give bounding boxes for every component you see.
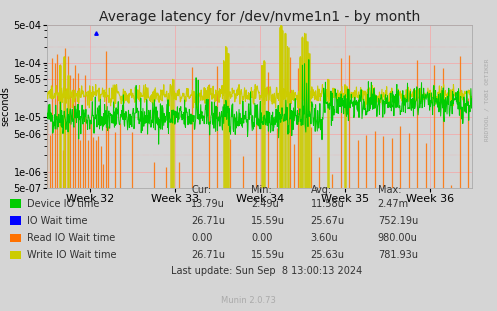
Text: 26.71u: 26.71u — [191, 216, 225, 226]
Text: 25.63u: 25.63u — [311, 250, 344, 260]
Text: 0.00: 0.00 — [251, 233, 272, 243]
Text: 11.58u: 11.58u — [311, 199, 344, 209]
Text: Munin 2.0.73: Munin 2.0.73 — [221, 296, 276, 305]
Text: Cur:: Cur: — [191, 185, 211, 195]
Text: 15.59u: 15.59u — [251, 216, 285, 226]
Text: 752.19u: 752.19u — [378, 216, 418, 226]
Text: IO Wait time: IO Wait time — [27, 216, 88, 226]
Text: 980.00u: 980.00u — [378, 233, 417, 243]
Text: 2.49u: 2.49u — [251, 199, 279, 209]
Text: 781.93u: 781.93u — [378, 250, 417, 260]
Text: Avg:: Avg: — [311, 185, 332, 195]
Text: Last update: Sun Sep  8 13:00:13 2024: Last update: Sun Sep 8 13:00:13 2024 — [171, 266, 363, 276]
Text: 2.47m: 2.47m — [378, 199, 409, 209]
Text: Min:: Min: — [251, 185, 272, 195]
Text: 3.60u: 3.60u — [311, 233, 338, 243]
Text: 26.71u: 26.71u — [191, 250, 225, 260]
Y-axis label: seconds: seconds — [1, 86, 11, 127]
Text: Write IO Wait time: Write IO Wait time — [27, 250, 117, 260]
Text: Device IO time: Device IO time — [27, 199, 100, 209]
Text: Max:: Max: — [378, 185, 401, 195]
Title: Average latency for /dev/nvme1n1 - by month: Average latency for /dev/nvme1n1 - by mo… — [99, 10, 420, 24]
Text: 0.00: 0.00 — [191, 233, 213, 243]
Text: 15.59u: 15.59u — [251, 250, 285, 260]
Text: RRDTOOL / TOBI OETIKER: RRDTOOL / TOBI OETIKER — [485, 58, 490, 141]
Text: 13.79u: 13.79u — [191, 199, 225, 209]
Text: Read IO Wait time: Read IO Wait time — [27, 233, 116, 243]
Text: 25.67u: 25.67u — [311, 216, 345, 226]
